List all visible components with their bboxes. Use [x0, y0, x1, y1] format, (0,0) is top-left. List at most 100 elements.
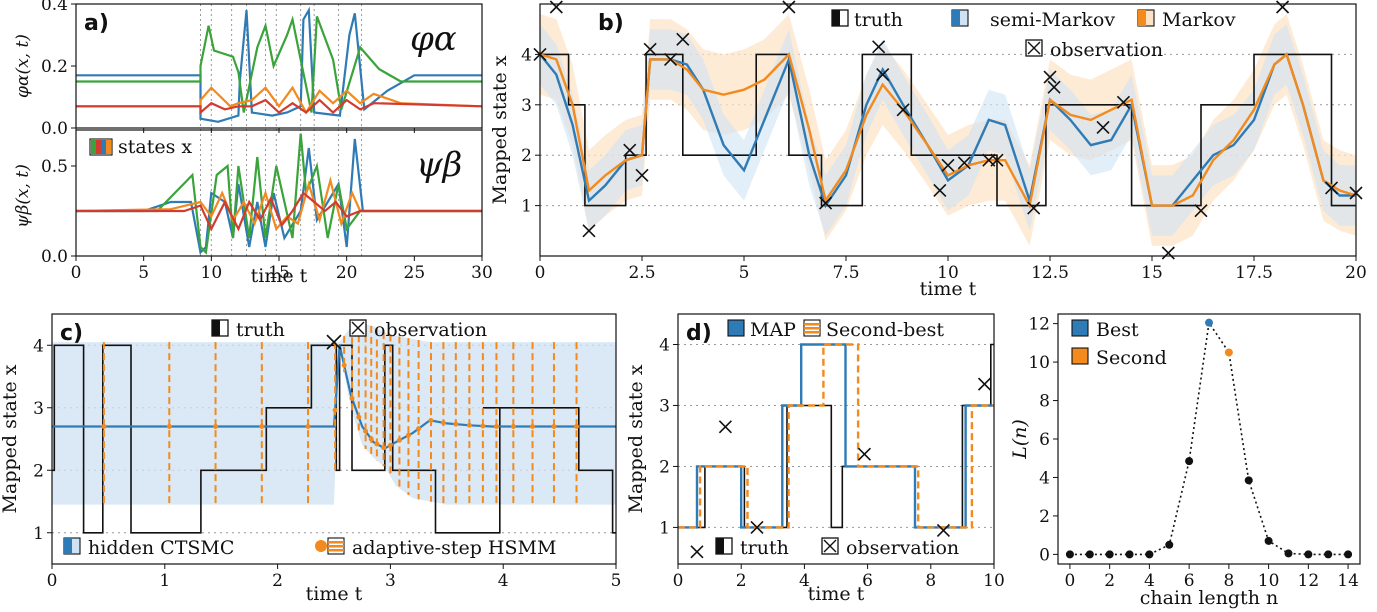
x-tick-label: 15 [1141, 263, 1163, 283]
data-point [1125, 550, 1134, 559]
a-top-y-label: φα(x, t) [13, 34, 33, 98]
legend-hsmm-swatch-stripe [328, 549, 344, 552]
x-tick-label: 14 [1337, 571, 1359, 591]
states-legend-text: states x [118, 136, 192, 158]
hsmm-step-marker [356, 414, 362, 420]
y-tick-label: 4 [521, 45, 532, 65]
x-tick-label: 4 [498, 571, 509, 591]
panel-a: 0.0 0.2 0.4 0.0 0.5 0 5 10 15 20 25 30 a) φα ψβ states … [13, 0, 493, 287]
legend-observation: observation [1050, 39, 1163, 61]
axes-frame-d [677, 313, 995, 565]
observation-marker [977, 377, 992, 391]
d-x-label: time t [808, 583, 865, 605]
y-tick-label: 0 [1039, 545, 1050, 565]
legend-observation: observation [846, 537, 959, 559]
axes-frame-c [51, 313, 617, 565]
truth-line [540, 53, 1356, 207]
d-y-label: Mapped state x [625, 364, 647, 513]
observation-marker [718, 420, 732, 434]
ctsmc-mean-line [52, 345, 616, 450]
hsmm-step-marker [416, 426, 422, 432]
legend-second-best-swatch-stripe [804, 331, 820, 334]
hsmm-step-marker [493, 424, 499, 429]
legend-semi-markov-swatch-fill [952, 10, 960, 26]
legend-observation-swatch-cross [351, 321, 365, 335]
y-tick-label: 10 [1028, 353, 1050, 373]
e-x-label: chain length n [1140, 587, 1278, 609]
a-bottom-y-label: ψβ(x, t) [13, 164, 33, 228]
y-tick-label: 1 [33, 524, 44, 544]
hsmm-step-marker [166, 424, 172, 429]
legend-second-best-swatch-stripe [804, 323, 820, 326]
observation-marker [676, 32, 690, 46]
map-line [678, 343, 994, 529]
hsmm-step-marker [363, 428, 369, 434]
x-tick-label: 4 [1144, 571, 1155, 591]
hsmm-step-marker [510, 424, 516, 429]
x-tick-label: 20 [336, 263, 358, 283]
hsmm-step-marker [381, 445, 387, 451]
x-tick-label: 8 [925, 571, 936, 591]
observation-marker [857, 447, 872, 461]
y-tick-label: 4 [33, 336, 44, 356]
y-tick-label: 3 [521, 96, 532, 116]
markov-line [540, 52, 1356, 210]
observation-marker [990, 153, 1004, 167]
observation-marker [936, 523, 951, 538]
y-tick-label: 0.2 [41, 57, 68, 77]
legend-markov: Markov [1162, 9, 1236, 31]
data-point [1344, 550, 1353, 559]
legend-hsmm: adaptive-step HSMM [352, 537, 556, 559]
hsmm-step-marker [428, 417, 434, 423]
x-tick-label: 17.5 [1235, 263, 1273, 283]
hsmm-step-marker [368, 436, 374, 442]
best-point [1205, 318, 1213, 327]
c-y-label: Mapped state x [0, 364, 21, 513]
observation-marker [957, 156, 971, 170]
panel-letter-b: b) [598, 11, 624, 36]
x-tick-label: 5 [739, 263, 750, 283]
y-tick-label: 0.0 [41, 119, 68, 139]
data-point [1264, 536, 1273, 545]
x-tick-label: 10 [201, 263, 223, 283]
observation-marker [941, 158, 955, 172]
observation-marker [1194, 204, 1208, 218]
hsmm-step-marker [374, 441, 380, 447]
observation-marker [1027, 201, 1041, 215]
observation-marker [643, 42, 657, 56]
x-tick-label: 5 [138, 263, 149, 283]
observation-marker [819, 196, 833, 210]
hsmm-step-marker [453, 421, 459, 427]
legend-hsmm-swatch-stripe [328, 545, 344, 548]
legend-ctsmc-swatch-fill [64, 538, 72, 554]
legend-truth-swatch-fill [832, 10, 840, 26]
observation-marker [623, 143, 637, 157]
c-x-label: time t [306, 583, 363, 605]
legend-best-swatch [1071, 319, 1089, 337]
y-tick-label: 2 [659, 457, 670, 477]
x-tick-label: 12.5 [1031, 263, 1069, 283]
y-tick-label: 0.0 [41, 247, 68, 267]
observation-marker [782, 0, 796, 14]
x-tick-label: 0 [71, 263, 82, 283]
phi-series-line [76, 6, 482, 123]
y-tick-label: 2 [521, 146, 532, 166]
x-tick-label: 20 [1345, 263, 1367, 283]
legend-second-swatch [1071, 347, 1089, 365]
data-point [1185, 457, 1194, 466]
legend-truth: truth [854, 9, 903, 31]
x-tick-label: 7.5 [832, 263, 859, 283]
legend-truth-swatch-fill [716, 538, 724, 554]
x-tick-label: 10 [937, 263, 959, 283]
data-point [1244, 476, 1253, 485]
hsmm-step-marker [341, 362, 347, 368]
legend-truth: truth [740, 537, 789, 559]
legend-observation: observation [374, 319, 487, 341]
observation-marker [1116, 95, 1131, 109]
x-tick-label: 1 [159, 571, 170, 591]
legend-hsmm-swatch-dot [315, 540, 327, 552]
x-tick-label: 6 [862, 571, 873, 591]
observation-marker [1161, 246, 1175, 260]
second-point [1224, 348, 1233, 357]
data-point [1065, 550, 1074, 559]
